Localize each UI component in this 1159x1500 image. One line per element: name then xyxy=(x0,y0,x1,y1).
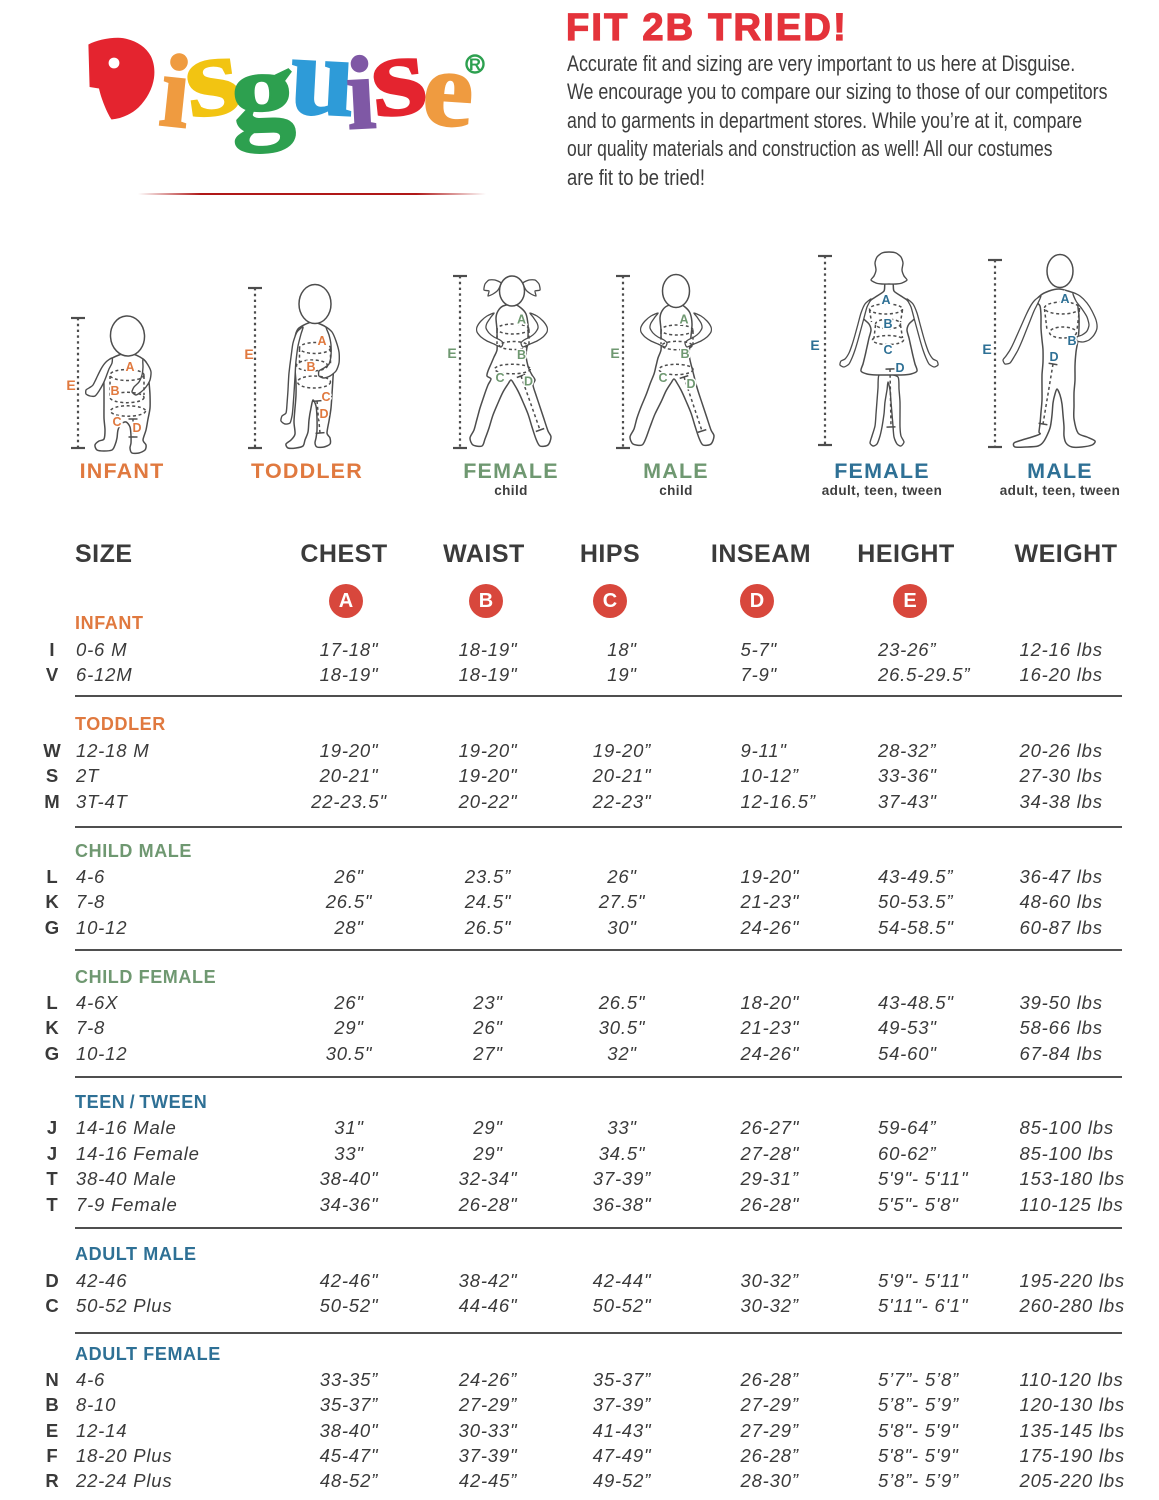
svg-text:B: B xyxy=(517,348,526,362)
svg-text:FEMALE: FEMALE xyxy=(834,459,930,483)
svg-text:D: D xyxy=(319,407,328,421)
svg-text:E: E xyxy=(982,341,991,357)
svg-text:A: A xyxy=(125,360,134,374)
svg-text:adult, teen, tween: adult, teen, tween xyxy=(1000,483,1120,498)
svg-text:e: e xyxy=(419,30,478,150)
svg-text:A: A xyxy=(881,293,890,307)
svg-text:D: D xyxy=(524,375,533,389)
svg-text:g: g xyxy=(229,30,297,154)
svg-text:E: E xyxy=(810,337,819,353)
svg-text:E: E xyxy=(244,346,253,362)
svg-text:B: B xyxy=(883,317,892,331)
svg-text:E: E xyxy=(610,345,619,361)
svg-text:A: A xyxy=(317,334,326,348)
svg-text:D: D xyxy=(686,377,695,391)
svg-text:D: D xyxy=(1049,350,1058,364)
svg-text:C: C xyxy=(495,371,504,385)
svg-text:E: E xyxy=(66,377,75,393)
svg-text:C: C xyxy=(883,343,892,357)
svg-text:s: s xyxy=(364,30,432,142)
svg-text:INFANT: INFANT xyxy=(80,459,165,483)
svg-text:MALE: MALE xyxy=(1027,459,1093,483)
svg-text:FEMALE: FEMALE xyxy=(463,459,559,483)
svg-text:u: u xyxy=(288,30,359,140)
svg-text:B: B xyxy=(1067,334,1076,348)
svg-text:i: i xyxy=(343,35,378,151)
svg-text:D: D xyxy=(132,421,141,435)
svg-text:R: R xyxy=(469,56,481,74)
svg-text:B: B xyxy=(680,347,689,361)
svg-text:A: A xyxy=(517,313,526,327)
svg-text:C: C xyxy=(658,371,667,385)
svg-text:B: B xyxy=(110,384,119,398)
svg-text:child: child xyxy=(494,483,528,498)
svg-text:TODDLER: TODDLER xyxy=(251,459,363,483)
svg-text:C: C xyxy=(321,390,330,404)
svg-text:A: A xyxy=(1060,292,1069,306)
svg-text:E: E xyxy=(447,345,456,361)
svg-text:MALE: MALE xyxy=(643,459,709,483)
svg-text:C: C xyxy=(112,415,121,429)
svg-text:adult, teen, tween: adult, teen, tween xyxy=(822,483,942,498)
svg-text:B: B xyxy=(306,360,315,374)
svg-text:D: D xyxy=(895,361,904,375)
svg-text:A: A xyxy=(679,313,688,327)
svg-text:child: child xyxy=(659,483,693,498)
